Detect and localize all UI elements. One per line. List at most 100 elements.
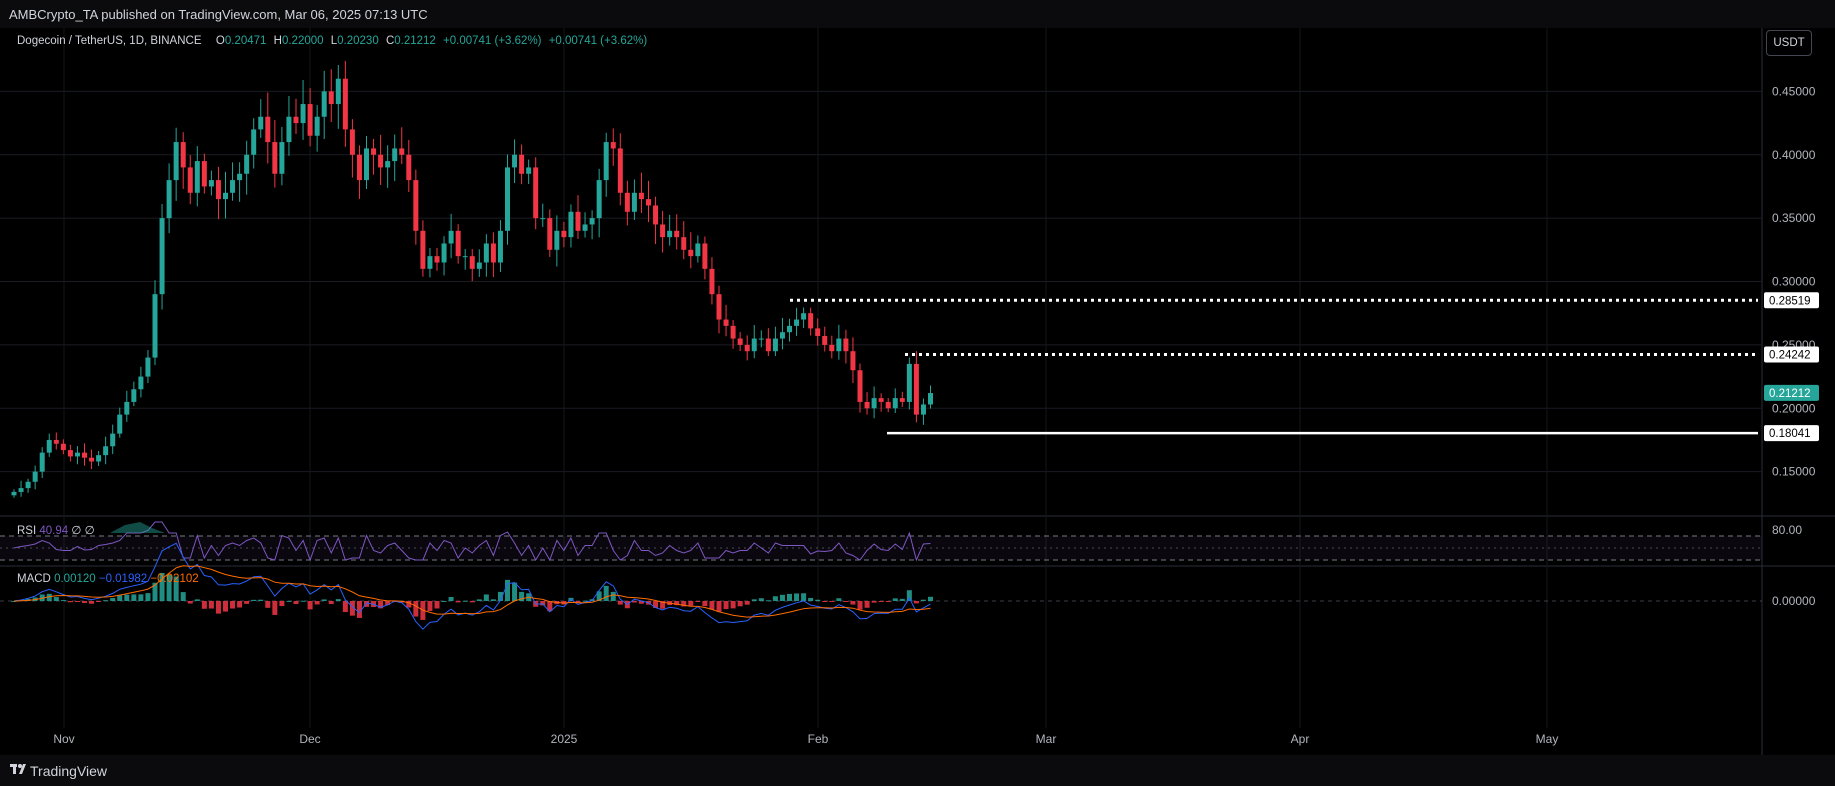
time-axis-label: Feb bbox=[808, 732, 829, 746]
time-axis-label: Dec bbox=[299, 732, 320, 746]
candle-body bbox=[385, 161, 391, 168]
candle-body bbox=[928, 393, 933, 405]
candle-body bbox=[392, 148, 398, 162]
macd-hist-bar bbox=[540, 601, 546, 606]
macd-signal-value: −0.02102 bbox=[150, 573, 199, 585]
macd-hist-bar bbox=[505, 579, 510, 601]
rsi-value: 40.94 bbox=[39, 525, 69, 537]
macd-hist-bar bbox=[342, 601, 348, 613]
candle-body bbox=[885, 401, 891, 409]
low-label: L bbox=[330, 35, 338, 47]
macd-hist-bar bbox=[695, 601, 701, 602]
candle-body bbox=[582, 224, 588, 231]
macd-hist-bar bbox=[159, 572, 165, 601]
macd-hist-bar bbox=[293, 601, 299, 605]
macd-hist-bar bbox=[822, 601, 828, 602]
macd-legend[interactable]: MACD 0.00120 −0.01982 −0.02102 bbox=[17, 573, 199, 585]
candle-body bbox=[660, 224, 666, 238]
macd-hist-bar bbox=[138, 594, 144, 601]
macd-hist-bar bbox=[638, 601, 644, 604]
macd-hist-bar bbox=[406, 601, 412, 608]
price-chart-svg[interactable]: 0.450000.400000.350000.300000.250000.200… bbox=[0, 28, 1835, 755]
price-tick-label: 0.30000 bbox=[1772, 275, 1816, 289]
chart-area[interactable]: 0.45000 0.40000 0.35000 0.30000 0.25000 0.200… bbox=[0, 28, 1835, 755]
macd-hist-bar bbox=[67, 601, 73, 603]
candle-body bbox=[836, 338, 842, 352]
change-value: +0.00741 (+3.62%) bbox=[443, 35, 542, 47]
candle-body bbox=[455, 230, 461, 257]
candle-body bbox=[533, 167, 539, 219]
price-tick-label: 0.45000 bbox=[1772, 84, 1816, 98]
candle-body bbox=[540, 218, 546, 220]
candle-body bbox=[335, 78, 341, 105]
macd-hist-bar bbox=[356, 601, 362, 618]
candle-body bbox=[32, 471, 38, 482]
rsi-legend[interactable]: RSI 40.94 ∅ ∅ bbox=[17, 523, 95, 537]
macd-hist-bar bbox=[794, 593, 800, 601]
candle-body bbox=[667, 230, 673, 238]
candle-body bbox=[638, 192, 644, 200]
candle-body bbox=[427, 256, 433, 269]
macd-hist-bar bbox=[843, 601, 849, 602]
macd-label: MACD bbox=[17, 573, 51, 585]
macd-hist-bar bbox=[300, 600, 306, 602]
candle-body bbox=[688, 249, 694, 257]
high-value: 0.22000 bbox=[281, 35, 324, 47]
candle-body bbox=[723, 319, 729, 326]
macd-hist-bar bbox=[476, 599, 482, 601]
macd-hist-bar bbox=[512, 582, 518, 601]
candle-body bbox=[166, 180, 172, 219]
time-axis-label: May bbox=[1536, 732, 1559, 746]
candle-body bbox=[624, 192, 630, 212]
candle-body bbox=[512, 154, 518, 168]
macd-hist-bar bbox=[364, 601, 369, 607]
candle-body bbox=[11, 491, 17, 496]
currency-button[interactable]: USDT bbox=[1766, 30, 1812, 56]
candle-body bbox=[772, 338, 778, 352]
candle-body bbox=[476, 262, 482, 269]
symbol-legend[interactable]: Dogecoin / TetherUS, 1D, BINANCE O0.2047… bbox=[17, 35, 651, 47]
macd-line-value: −0.01982 bbox=[98, 573, 148, 585]
candle-body bbox=[871, 398, 877, 409]
candle-body bbox=[631, 192, 637, 212]
macd-hist-bar bbox=[399, 601, 405, 603]
candle-body bbox=[321, 91, 327, 117]
tradingview-logo-icon[interactable] bbox=[10, 762, 26, 779]
candle-body bbox=[89, 457, 95, 462]
rsi-extra-2: ∅ bbox=[84, 525, 95, 537]
candle-body bbox=[610, 142, 616, 149]
candle-body bbox=[131, 389, 137, 402]
macd-hist-bar bbox=[74, 601, 80, 602]
candle-body bbox=[173, 142, 179, 181]
macd-hist-bar bbox=[885, 601, 891, 602]
macd-hist-bar bbox=[716, 601, 722, 612]
candle-body bbox=[843, 338, 849, 352]
macd-hist-bar bbox=[145, 593, 151, 601]
candle-body bbox=[497, 230, 503, 263]
candle-body bbox=[815, 328, 821, 337]
candle-body bbox=[230, 180, 236, 193]
candle-body bbox=[758, 338, 764, 340]
candle-body bbox=[751, 338, 757, 352]
macd-hist-bar bbox=[223, 601, 228, 612]
macd-hist-bar bbox=[928, 596, 933, 601]
level-tag bbox=[1764, 425, 1819, 442]
candle-body bbox=[237, 173, 243, 181]
candle-body bbox=[596, 180, 602, 219]
candle-body bbox=[96, 455, 102, 462]
candle-body bbox=[822, 336, 828, 345]
macd-hist-bar bbox=[413, 601, 419, 617]
symbol-name[interactable]: Dogecoin / TetherUS, 1D, BINANCE bbox=[17, 35, 202, 47]
macd-hist-bar bbox=[173, 576, 179, 601]
change-value-2: +0.00741 (+3.62%) bbox=[548, 35, 648, 47]
tradingview-brand[interactable]: TradingView bbox=[30, 763, 108, 779]
candle-body bbox=[279, 142, 285, 174]
macd-hist-bar bbox=[321, 599, 327, 601]
candle-body bbox=[53, 439, 59, 444]
macd-hist-bar bbox=[864, 601, 870, 608]
publish-text: AMBCrypto_TA published on TradingView.co… bbox=[9, 7, 428, 22]
candle-body bbox=[371, 148, 377, 155]
macd-hist-bar bbox=[279, 601, 285, 607]
candle-body bbox=[441, 243, 447, 263]
candle-body bbox=[829, 344, 835, 352]
